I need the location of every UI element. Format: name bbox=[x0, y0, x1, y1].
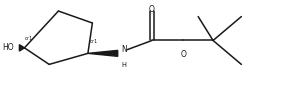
Polygon shape bbox=[88, 50, 118, 56]
Polygon shape bbox=[19, 45, 24, 51]
Text: H: H bbox=[121, 62, 126, 68]
Text: HO: HO bbox=[2, 43, 13, 52]
Text: O: O bbox=[149, 5, 155, 14]
Text: N: N bbox=[121, 45, 127, 54]
Text: O: O bbox=[180, 50, 186, 59]
Text: or1: or1 bbox=[24, 36, 33, 41]
Text: or1: or1 bbox=[89, 39, 98, 44]
